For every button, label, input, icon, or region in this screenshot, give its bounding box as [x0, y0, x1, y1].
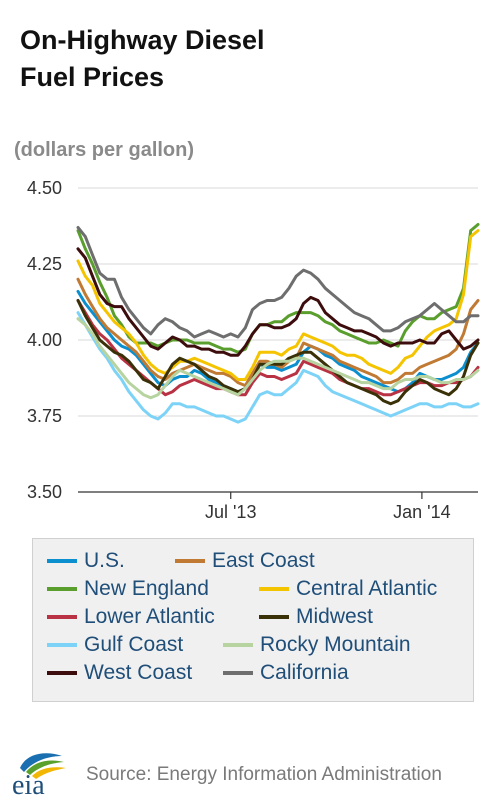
legend-label: Lower Atlantic [84, 605, 215, 628]
eia-logo-leaf-blue [20, 753, 62, 772]
series-line-west-coast [76, 247, 480, 357]
y-tick-label: 4.00 [27, 330, 62, 350]
chart-title-line-2: Fuel Prices [20, 62, 165, 92]
series-line-central-atlantic [76, 229, 480, 381]
series-line-gulf-coast [76, 311, 480, 424]
legend-label: Midwest [296, 605, 374, 628]
legend-label: Rocky Mountain [260, 633, 411, 656]
legend-label: New England [84, 577, 209, 600]
legend-swatch [223, 671, 253, 675]
legend-label: California [260, 661, 349, 684]
units-label: (dollars per gallon) [14, 139, 195, 161]
x-tick-label: Jan '14 [393, 502, 450, 522]
legend-item-west-coast: West Coast [47, 661, 192, 685]
legend-swatch [47, 559, 77, 563]
y-tick-label: 3.75 [27, 406, 62, 426]
legend-item-lower-atlantic: Lower Atlantic [47, 605, 215, 629]
chart-title-line-1: On-Highway Diesel [20, 25, 265, 55]
legend-swatch [259, 587, 289, 591]
footer: eia Source: Energy Information Administr… [0, 748, 500, 800]
legend-item-rocky-mountain: Rocky Mountain [223, 633, 411, 657]
legend-item-california: California [223, 661, 349, 685]
chart-title: On-Highway Diesel Fuel Prices [20, 22, 480, 96]
y-tick-label: 3.50 [27, 482, 62, 502]
legend-swatch [47, 643, 77, 647]
legend-swatch [47, 615, 77, 619]
series-line-midwest [76, 299, 480, 406]
legend-item-midwest: Midwest [259, 605, 373, 629]
legend: U.S. East Coast New England Central Atlanti… [32, 538, 474, 702]
eia-logo-leaf-green [26, 760, 64, 775]
legend-swatch [223, 643, 253, 647]
eia-logo: eia [12, 753, 66, 796]
source-note: Source: Energy Information Administratio… [86, 764, 442, 785]
legend-swatch [175, 559, 205, 563]
eia-logo-text: eia [12, 770, 45, 796]
series-line-u-s [76, 289, 480, 394]
line-chart: 3.50 3.75 4.00 4.25 4.50 Jul '13 Jan '14 [27, 178, 480, 522]
series-line-east-coast [76, 277, 480, 388]
legend-item-gulf-coast: Gulf Coast [47, 633, 183, 657]
legend-label: East Coast [212, 549, 315, 572]
eia-logo-leaf-yellow [32, 767, 66, 779]
legend-item-central-atlantic: Central Atlantic [259, 577, 437, 601]
legend-label: West Coast [84, 661, 193, 684]
legend-swatch [47, 587, 77, 591]
x-tick-label: Jul '13 [205, 502, 256, 522]
series-line-new-england [76, 223, 480, 354]
y-tick-label: 4.25 [27, 254, 62, 274]
series-line-california [76, 226, 480, 339]
legend-label: Central Atlantic [296, 577, 438, 600]
legend-label: U.S. [84, 549, 125, 572]
legend-swatch [47, 671, 77, 675]
y-tick-label: 4.50 [27, 178, 62, 198]
legend-item-new-england: New England [47, 577, 209, 601]
legend-item-u-s: U.S. [47, 549, 125, 573]
series-line-rocky-mountain [76, 317, 480, 400]
legend-swatch [259, 615, 289, 619]
legend-label: Gulf Coast [84, 633, 184, 656]
legend-item-east-coast: East Coast [175, 549, 315, 573]
